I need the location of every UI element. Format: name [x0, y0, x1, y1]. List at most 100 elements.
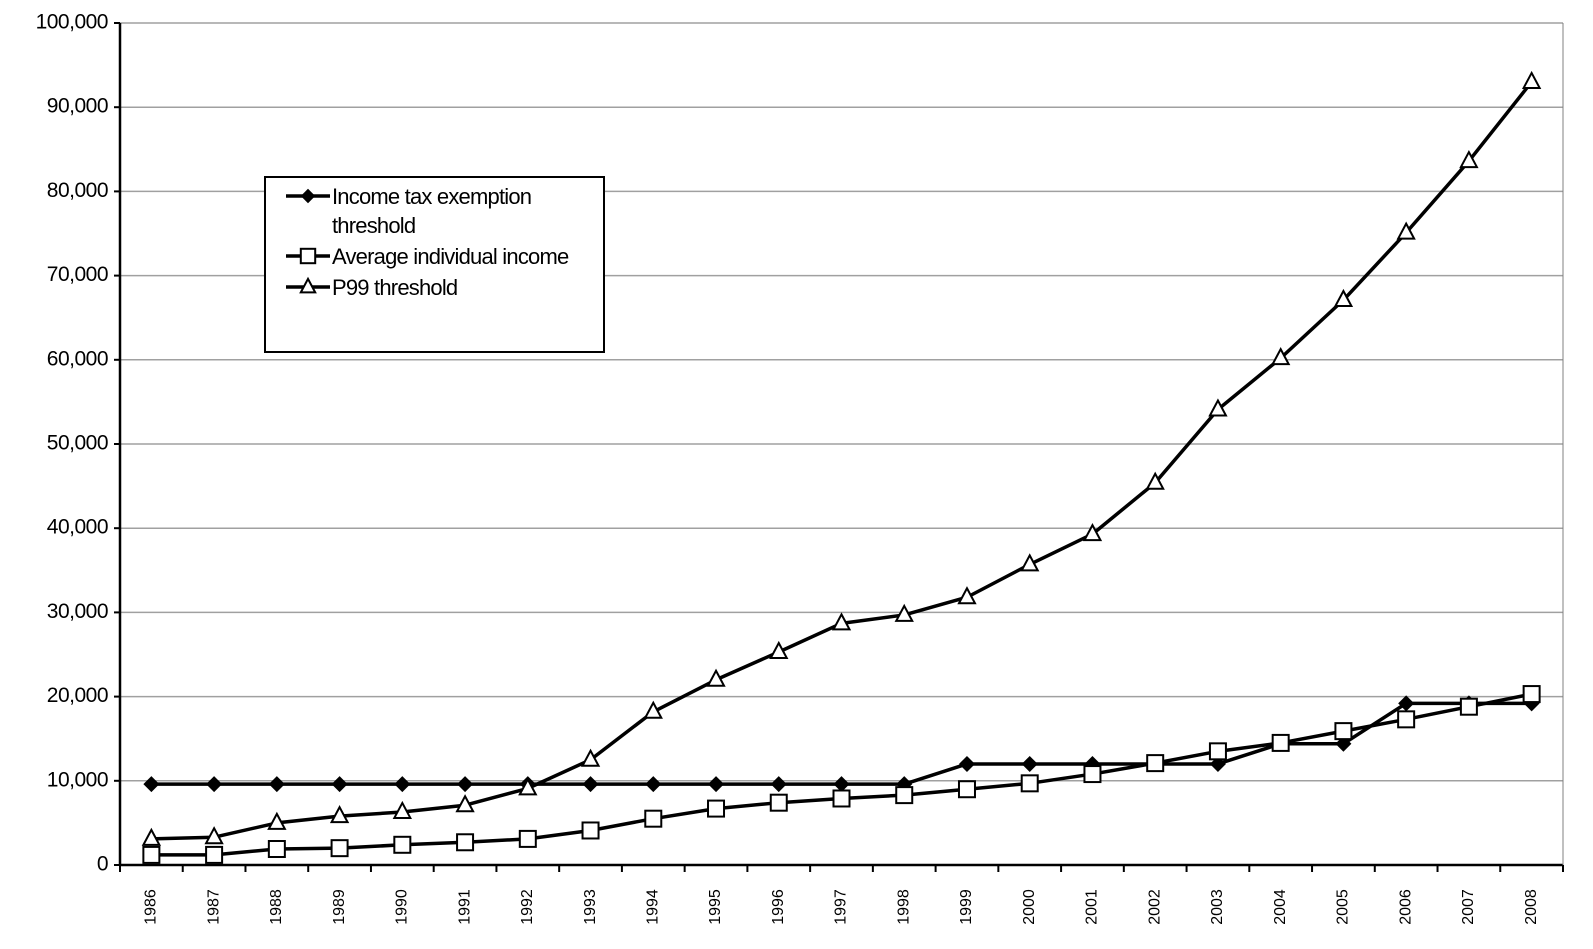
marker-square: [895, 786, 914, 805]
x-tick-label: 2007: [1460, 889, 1477, 925]
marker-square: [1083, 765, 1102, 784]
marker-square: [832, 789, 851, 808]
legend-label: Income tax exemption threshold: [332, 184, 532, 238]
marker-diamond: [457, 776, 474, 793]
marker-triangle: [392, 800, 412, 819]
marker-diamond: [958, 755, 975, 772]
marker-square: [1397, 710, 1416, 729]
y-tick-label: 30,000: [47, 600, 108, 623]
series-line: [151, 692, 1532, 857]
x-tick-label: 2003: [1209, 889, 1226, 925]
marker-square: [1146, 754, 1165, 773]
marker-diamond: [206, 776, 223, 793]
marker-square: [299, 247, 317, 265]
legend-label: P99 threshold: [332, 275, 458, 300]
marker-square: [1459, 697, 1478, 716]
x-tick-label: 1988: [268, 889, 285, 925]
y-tick-label: 90,000: [47, 95, 108, 118]
x-tick-label: 2006: [1397, 889, 1414, 925]
marker-triangle: [1271, 346, 1291, 366]
y-tick-label: 100,000: [36, 11, 108, 34]
marker-diamond: [833, 776, 850, 793]
marker-triangle: [1145, 471, 1165, 490]
marker-diamond: [1021, 755, 1038, 772]
marker-square: [205, 845, 224, 864]
y-tick-label: 0: [97, 853, 108, 876]
marker-triangle: [1459, 149, 1479, 169]
marker-square: [769, 793, 788, 812]
series-line: [151, 701, 1532, 786]
x-tick-label: 1993: [582, 889, 599, 925]
marker-diamond: [1398, 695, 1415, 712]
marker-diamond: [708, 776, 725, 793]
x-tick-label: 2000: [1021, 889, 1038, 925]
marker-triangle: [518, 777, 538, 796]
y-tick-label: 70,000: [47, 263, 108, 286]
marker-triangle: [643, 700, 663, 719]
x-tick-label: 1995: [707, 889, 724, 925]
marker-triangle: [580, 748, 601, 767]
x-tick-label: 2008: [1523, 889, 1540, 925]
marker-diamond: [331, 776, 348, 793]
marker-diamond: [143, 776, 160, 793]
marker-triangle: [329, 805, 350, 824]
marker-triangle: [141, 827, 162, 846]
marker-square: [456, 833, 475, 852]
marker-triangle: [769, 640, 789, 659]
legend: Income tax exemption threshold Average in…: [264, 176, 605, 353]
marker-triangle: [1333, 288, 1354, 308]
marker-diamond: [770, 776, 787, 793]
x-tick-label: 1991: [456, 889, 473, 925]
y-tick-label: 80,000: [47, 179, 108, 202]
marker-triangle: [299, 276, 317, 294]
marker-triangle: [1396, 221, 1416, 240]
legend-label: Average individual income: [332, 244, 569, 269]
legend-item: Average individual income: [272, 242, 597, 271]
marker-triangle: [957, 586, 977, 605]
y-tick-label: 60,000: [47, 347, 108, 370]
marker-triangle: [1082, 522, 1103, 542]
x-tick-label: 1996: [770, 889, 787, 925]
x-tick-label: 1999: [958, 889, 975, 925]
y-tick-label: 20,000: [47, 684, 108, 707]
x-tick-label: 1998: [895, 889, 912, 925]
marker-diamond: [582, 776, 599, 793]
marker-square: [142, 845, 161, 864]
marker-square: [1271, 733, 1290, 752]
x-tick-label: 2002: [1146, 889, 1163, 925]
marker-square: [1334, 722, 1353, 741]
marker-triangle: [204, 826, 224, 845]
marker-square: [393, 835, 412, 854]
x-tick-label: 2001: [1084, 889, 1101, 925]
marker-triangle: [706, 668, 726, 687]
marker-diamond: [268, 776, 285, 793]
y-tick-label: 40,000: [47, 516, 108, 539]
legend-item: Income tax exemption threshold: [272, 182, 597, 240]
marker-diamond: [645, 776, 662, 793]
marker-square: [1522, 685, 1541, 704]
marker-square: [518, 829, 537, 848]
marker-square: [957, 780, 976, 799]
marker-diamond: [300, 188, 316, 204]
x-tick-label: 2004: [1272, 889, 1289, 925]
x-tick-label: 1989: [331, 889, 348, 925]
marker-square: [644, 809, 663, 828]
legend-symbol: [286, 188, 330, 204]
marker-square: [581, 821, 600, 840]
marker-triangle: [1020, 553, 1040, 572]
x-tick-label: 1986: [143, 889, 160, 925]
x-tick-label: 2005: [1335, 889, 1352, 925]
marker-triangle: [894, 603, 914, 622]
x-tick-label: 1987: [205, 889, 222, 925]
x-tick-label: 1992: [519, 889, 536, 925]
legend-symbol: [286, 276, 330, 294]
legend-item: P99 threshold: [272, 273, 597, 302]
marker-triangle: [267, 811, 287, 830]
marker-diamond: [394, 776, 411, 793]
marker-triangle: [1521, 70, 1542, 89]
x-tick-label: 1994: [645, 889, 662, 925]
marker-square: [1020, 774, 1039, 793]
marker-square: [707, 799, 726, 818]
